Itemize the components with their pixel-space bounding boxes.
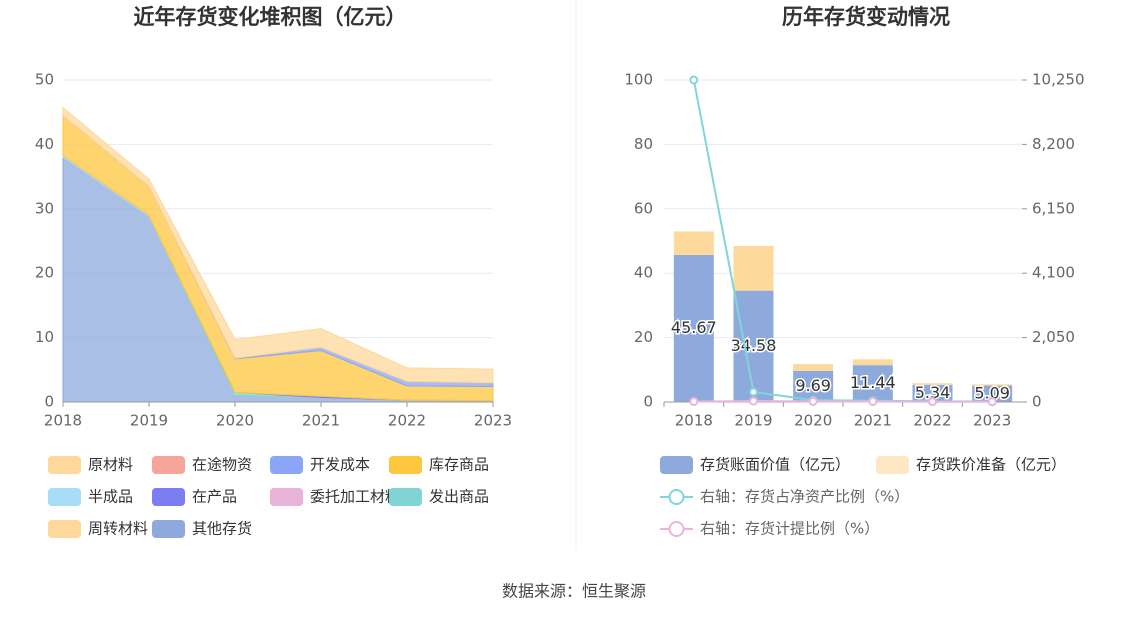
- y-tick-label: 0: [44, 393, 54, 411]
- legend-swatch: [48, 520, 81, 538]
- legend-swatch: [660, 456, 693, 474]
- legend-label: 存货账面价值（亿元）: [700, 456, 850, 474]
- line-point: [987, 397, 997, 407]
- legend-label: 在产品: [192, 488, 237, 506]
- bar-value-label: 5.34: [915, 383, 951, 402]
- line-point: [749, 396, 758, 406]
- bar-value-label: 9.69: [795, 376, 831, 395]
- legend-label: 库存商品: [429, 456, 489, 474]
- line: [693, 400, 993, 403]
- legend-label: 在途物资: [192, 456, 252, 474]
- y2-tick-label: 8,200: [1032, 135, 1075, 153]
- y-tick-label: 50: [35, 71, 54, 89]
- x-tick-label: 2018: [675, 412, 713, 430]
- bar-value-label: 34.58: [731, 336, 777, 355]
- legend-swatch: [152, 488, 185, 506]
- legend-swatch: [48, 456, 81, 474]
- legend-label: 半成品: [88, 488, 133, 506]
- legend-swatch: [668, 521, 685, 537]
- x-tick-label: 2021: [854, 412, 892, 430]
- legend-label: 存货跌价准备（亿元）: [916, 456, 1066, 474]
- x-tick-label: 2020: [794, 412, 832, 430]
- bar: [793, 364, 834, 371]
- y-tick-label: 0: [643, 393, 653, 411]
- line-point: [749, 387, 758, 397]
- x-tick-label: 2022: [913, 412, 951, 430]
- y2-tick-label: 2,050: [1032, 328, 1075, 346]
- legend-swatch: [48, 488, 81, 506]
- legend-swatch: [876, 456, 909, 474]
- bar-value-label: 45.67: [671, 318, 717, 337]
- legend-swatch: [389, 488, 422, 506]
- y2-tick-label: 6,150: [1032, 199, 1075, 217]
- chart-title: 历年存货变动情况: [782, 5, 950, 29]
- legend-swatch: [668, 489, 685, 505]
- bar: [733, 245, 774, 291]
- line-point: [928, 397, 937, 407]
- x-tick-label: 2020: [216, 412, 254, 430]
- bar: [673, 254, 714, 402]
- y2-tick-label: 10,250: [1032, 71, 1085, 89]
- y-tick-label: 40: [35, 135, 54, 153]
- line-point: [868, 397, 878, 407]
- bar: [852, 359, 893, 366]
- bar: [972, 385, 1013, 402]
- x-tick-label: 2018: [44, 412, 82, 430]
- y2-tick-label: 4,100: [1032, 264, 1075, 282]
- legend-label: 其他存货: [192, 520, 252, 538]
- bar: [912, 384, 953, 402]
- legend-label: 发出商品: [429, 488, 489, 506]
- y-tick-label: 60: [634, 199, 653, 217]
- bar: [972, 384, 1013, 386]
- legend-label: 右轴：存货计提比例（%）: [700, 520, 879, 538]
- x-tick-label: 2023: [973, 412, 1011, 430]
- x-tick-label: 2023: [474, 412, 512, 430]
- x-tick-label: 2021: [302, 412, 340, 430]
- x-tick-label: 2022: [388, 412, 426, 430]
- legend-label: 委托加工材料: [310, 488, 400, 506]
- legend-swatch: [389, 456, 422, 474]
- chart-title: 近年存货变化堆积图（亿元）: [134, 5, 407, 29]
- bar: [912, 383, 953, 385]
- legend-label: 周转材料: [88, 520, 148, 538]
- legend-label: 原材料: [88, 456, 133, 474]
- y-tick-label: 80: [634, 135, 653, 153]
- legend-swatch: [152, 520, 185, 538]
- x-tick-label: 2019: [734, 412, 772, 430]
- y2-tick-label: 0: [1032, 393, 1042, 411]
- y-tick-label: 30: [35, 199, 54, 217]
- legend-label: 开发成本: [310, 456, 370, 474]
- y-tick-label: 20: [634, 328, 653, 346]
- legend-label: 右轴：存货占净资产比例（%）: [700, 488, 909, 506]
- x-tick-label: 2019: [130, 412, 168, 430]
- line-point: [808, 396, 818, 406]
- bar: [733, 290, 774, 402]
- y-tick-label: 100: [624, 71, 653, 89]
- line-point: [689, 75, 699, 85]
- line-point: [689, 397, 699, 407]
- bar: [852, 365, 893, 402]
- legend-swatch: [270, 488, 303, 506]
- bar-value-label: 11.44: [850, 373, 896, 392]
- area: [62, 106, 494, 384]
- bar: [673, 231, 714, 255]
- bar-value-label: 5.09: [974, 383, 1010, 402]
- y-tick-label: 20: [35, 264, 54, 282]
- legend-swatch: [152, 456, 185, 474]
- y-tick-label: 10: [35, 328, 54, 346]
- y-tick-label: 40: [634, 264, 653, 282]
- legend-swatch: [270, 456, 303, 474]
- source-note: 数据来源：恒生聚源: [502, 582, 646, 601]
